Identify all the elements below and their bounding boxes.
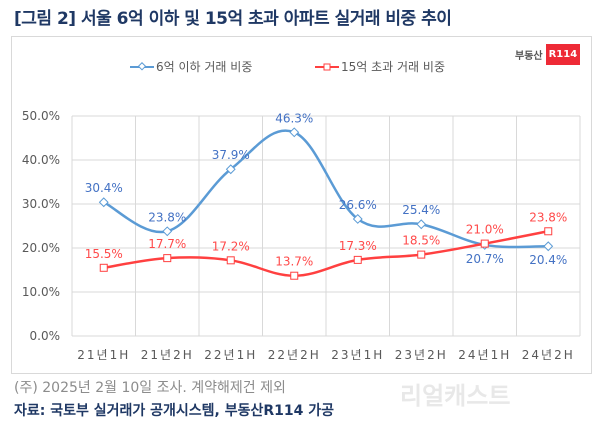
x-tick-label: 22년1H <box>204 348 257 362</box>
data-point <box>353 255 362 264</box>
watermark: 리얼캐스트 <box>400 382 511 410</box>
data-point <box>543 241 554 252</box>
y-tick-label: 50.0% <box>22 109 60 123</box>
data-point <box>352 214 363 224</box>
data-label: 23.8% <box>148 210 186 224</box>
x-tick-label: 21년1H <box>77 348 130 362</box>
y-tick-label: 0.0% <box>30 329 61 343</box>
data-point <box>290 271 299 280</box>
data-label: 15.5% <box>85 247 123 261</box>
logo-badge: R114 <box>545 44 581 65</box>
y-tick-label: 20.0% <box>22 241 60 255</box>
data-point <box>163 254 172 263</box>
data-point <box>417 250 426 259</box>
x-tick-label: 23년1H <box>331 348 384 362</box>
data-label: 20.7% <box>466 252 504 266</box>
data-label: 17.2% <box>212 239 250 253</box>
data-label: 13.7% <box>275 255 313 269</box>
y-tick-label: 30.0% <box>22 197 60 211</box>
data-label: 21.0% <box>466 223 504 237</box>
data-point <box>98 197 109 208</box>
data-label: 17.7% <box>148 237 186 251</box>
data-label: 25.4% <box>402 203 440 217</box>
data-point <box>99 263 108 272</box>
legend-label: 15억 초과 거래 비중 <box>341 60 445 74</box>
y-tick-label: 40.0% <box>22 153 60 167</box>
data-point <box>226 256 235 265</box>
data-label: 20.4% <box>529 253 567 267</box>
data-point <box>416 219 427 230</box>
chart-title: [그림 2] 서울 6억 이하 및 15억 초과 아파트 실거래 비중 추이 <box>14 9 452 29</box>
data-label: 30.4% <box>85 181 123 195</box>
series-line-1 <box>103 129 549 249</box>
x-tick-label: 21년2H <box>141 348 194 362</box>
data-point <box>225 164 236 175</box>
x-tick-label: 22년2H <box>268 348 321 362</box>
data-label: 23.8% <box>529 210 567 224</box>
logo-text: 부동산 <box>515 51 543 62</box>
data-label: 17.3% <box>339 239 377 253</box>
x-tick-label: 24년1H <box>458 348 511 362</box>
data-label: 18.5% <box>402 234 440 248</box>
data-label: 37.9% <box>212 148 250 162</box>
source-text: 자료: 국토부 실거래가 공개시스템, 부동산R114 가공 <box>14 403 335 419</box>
data-label: 26.6% <box>339 198 377 212</box>
legend-marker <box>323 63 331 71</box>
footnote: (주) 2025년 2월 10일 조사. 계약해제건 제외 <box>14 380 286 396</box>
logo: 부동산 R114 <box>515 44 581 65</box>
legend-label: 6억 이하 거래 비중 <box>156 60 252 74</box>
data-point <box>162 226 173 237</box>
x-tick-label: 23년2H <box>395 348 448 362</box>
data-point <box>544 227 553 236</box>
data-label: 46.3% <box>275 111 313 125</box>
chart-frame <box>11 36 592 374</box>
series-line-2 <box>103 230 549 277</box>
x-tick-label: 24년2H <box>522 348 575 362</box>
legend-marker <box>137 62 147 71</box>
data-point <box>289 127 300 138</box>
y-tick-label: 10.0% <box>22 285 60 299</box>
data-point <box>480 239 489 248</box>
